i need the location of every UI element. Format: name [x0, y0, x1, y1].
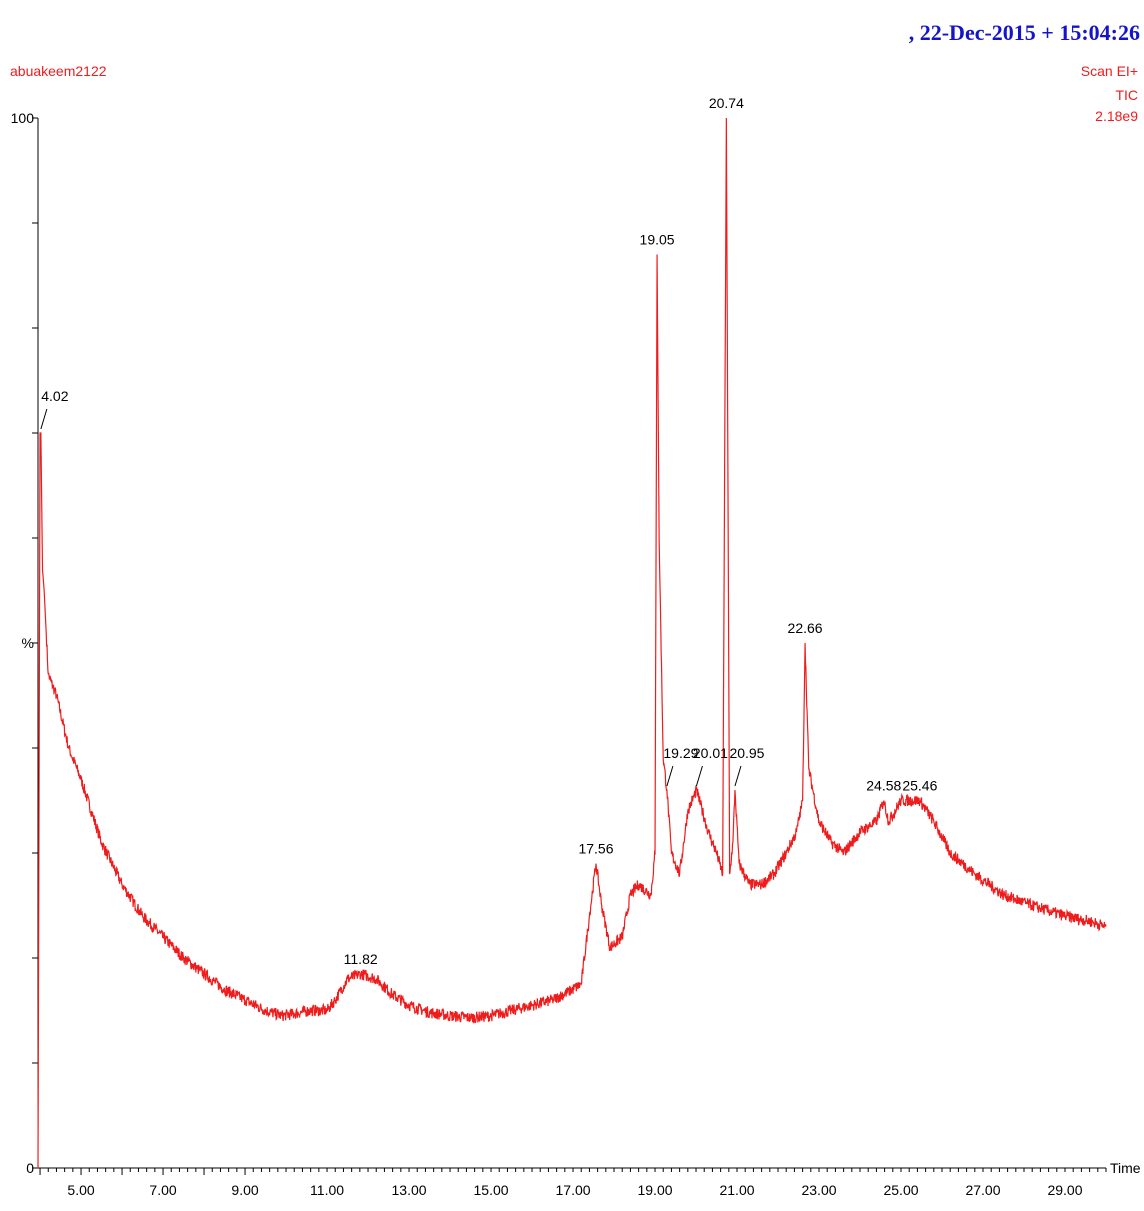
x-tick-label: 27.00 [965, 1182, 1000, 1198]
sample-name: abuakeem2122 [10, 63, 107, 79]
peak-label: 17.56 [578, 841, 613, 857]
peak-label: 11.82 [344, 951, 378, 967]
timestamp: , 22-Dec-2015 + 15:04:26 [909, 20, 1140, 45]
x-tick-label: 17.00 [556, 1182, 591, 1198]
x-tick-label: 15.00 [474, 1182, 509, 1198]
peak-leader [695, 765, 703, 787]
x-tick-label: 11.00 [310, 1182, 344, 1198]
x-tick-label: 19.00 [637, 1182, 672, 1198]
y-tick-label: % [22, 635, 34, 651]
y-tick-label: 0 [26, 1160, 34, 1176]
x-tick-label: 13.00 [392, 1182, 427, 1198]
x-tick-label: 23.00 [801, 1182, 836, 1198]
x-axis-label: Time [1110, 1160, 1141, 1176]
peak-leader [734, 765, 742, 787]
x-tick-label: 21.00 [719, 1182, 754, 1198]
peak-label: 20.74 [709, 95, 744, 111]
peak-leader [666, 765, 674, 787]
peak-label: 25.46 [902, 778, 937, 794]
scan-mode: Scan EI+ [1081, 63, 1138, 79]
x-tick-label: 25.00 [883, 1182, 918, 1198]
peak-label: 20.01 [693, 745, 728, 761]
peak-label: 19.29 [663, 745, 698, 761]
tic-trace-line [37, 117, 1107, 1169]
trace-layer [37, 117, 1107, 1169]
y-tick-label: 100 [11, 110, 35, 126]
x-tick-label: 9.00 [231, 1182, 258, 1198]
peak-label: 19.05 [640, 232, 675, 248]
axes: 0% 100 5.00 7.00 9.00 11.00 13.00 15.00 17.00 19.… [11, 110, 1141, 1198]
peak-label: 24.58 [866, 778, 901, 794]
x-tick-label: 7.00 [149, 1182, 176, 1198]
x-tick-label: 29.00 [1047, 1182, 1082, 1198]
x-tick-label: 5.00 [67, 1182, 94, 1198]
peak-leader [40, 408, 48, 430]
trace-name: TIC [1115, 87, 1138, 103]
intensity-value: 2.18e9 [1095, 108, 1138, 124]
peak-label: 20.95 [729, 745, 764, 761]
peak-label: 4.02 [41, 388, 68, 404]
peak-label: 22.66 [788, 620, 823, 636]
